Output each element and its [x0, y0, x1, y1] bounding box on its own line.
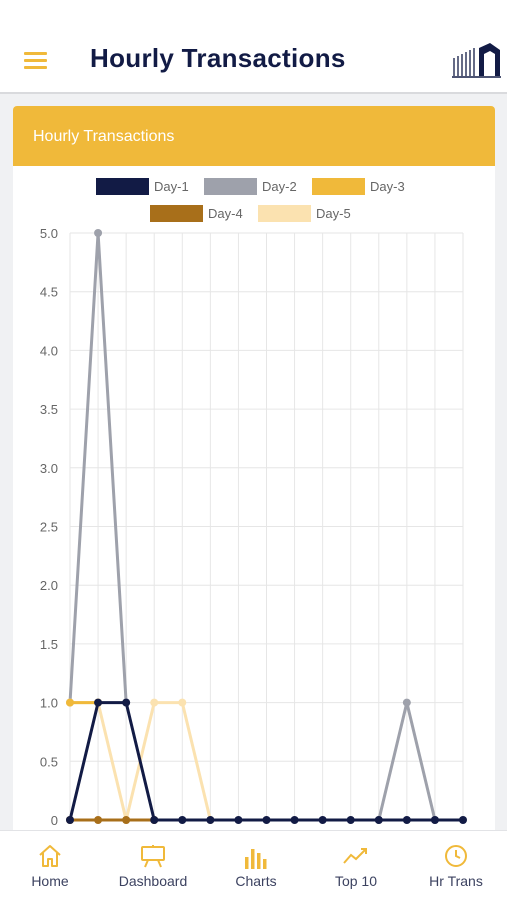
- tab-home-label: Home: [31, 873, 69, 889]
- bar-chart-icon: [245, 849, 267, 869]
- data-point: [150, 816, 159, 824]
- data-point: [430, 816, 439, 824]
- data-point: [290, 816, 299, 824]
- data-point: [66, 816, 74, 824]
- data-point: [459, 816, 467, 824]
- tab-dashboard[interactable]: Dashboard: [103, 831, 203, 901]
- y-tick-label: 4.5: [40, 285, 58, 300]
- legend-swatch: [204, 178, 257, 195]
- legend-label: Day-5: [316, 206, 351, 221]
- app-header: Hourly Transactions: [0, 0, 507, 94]
- y-tick-label: 1.0: [40, 696, 58, 711]
- data-point: [178, 816, 187, 824]
- chart-card: Hourly Transactions Day-1 Day-2 Day-3 Day-4…: [13, 106, 495, 846]
- clock-icon: [445, 845, 467, 867]
- tab-hr-trans[interactable]: Hr Trans: [406, 831, 506, 901]
- data-point: [374, 816, 383, 824]
- tab-dashboard-label: Dashboard: [118, 873, 188, 889]
- data-point: [94, 816, 103, 824]
- page-title: Hourly Transactions: [90, 43, 346, 73]
- trend-up-icon: [343, 848, 367, 864]
- card-header: Hourly Transactions: [13, 106, 495, 166]
- y-tick-label: 3.5: [40, 402, 58, 417]
- tab-hr-trans-label: Hr Trans: [429, 873, 483, 889]
- legend-label: Day-1: [154, 179, 189, 194]
- y-tick-label: 5.0: [40, 226, 58, 241]
- building-logo-icon: [452, 43, 501, 78]
- tab-home[interactable]: Home: [0, 831, 100, 901]
- home-icon: [39, 845, 61, 867]
- data-point: [318, 816, 327, 824]
- legend-swatch: [96, 178, 149, 195]
- line-chart: Day-1 Day-2 Day-3 Day-4 Day-5 0 0.5 1.0 1.5 2.0 2.…: [40, 178, 467, 828]
- data-point: [122, 698, 131, 707]
- data-point: [122, 816, 131, 824]
- data-point: [66, 698, 74, 707]
- data-point: [94, 229, 103, 237]
- data-point: [150, 698, 159, 707]
- hamburger-menu-icon[interactable]: [24, 52, 48, 70]
- data-point: [346, 816, 355, 824]
- legend-swatch: [150, 205, 203, 222]
- legend-label: Day-2: [262, 179, 297, 194]
- data-point: [234, 816, 243, 824]
- y-tick-label: 0.5: [40, 754, 58, 769]
- data-point: [94, 698, 103, 707]
- data-point: [402, 816, 411, 824]
- y-tick-label: 2.5: [40, 520, 58, 535]
- data-point: [178, 698, 187, 707]
- y-tick-label: 0: [51, 813, 58, 828]
- tab-top10[interactable]: Top 10: [306, 831, 406, 901]
- dashboard-icon: [141, 845, 165, 868]
- tab-top10-label: Top 10: [334, 873, 378, 889]
- tab-charts[interactable]: Charts: [206, 831, 306, 901]
- bottom-tab-bar: Home Dashboard Charts Top 10 Hr Tran: [0, 830, 507, 901]
- legend-swatch: [312, 178, 365, 195]
- legend-label: Day-3: [370, 179, 405, 194]
- y-tick-label: 3.0: [40, 461, 58, 476]
- card-title: Hourly Transactions: [33, 128, 175, 145]
- y-tick-label: 4.0: [40, 343, 58, 358]
- y-tick-label: 2.0: [40, 578, 58, 593]
- tab-charts-label: Charts: [235, 873, 277, 889]
- legend-label: Day-4: [208, 206, 243, 221]
- y-tick-label: 1.5: [40, 637, 58, 652]
- legend-swatch: [258, 205, 311, 222]
- data-point: [262, 816, 271, 824]
- data-point: [402, 698, 411, 707]
- data-point: [206, 816, 215, 824]
